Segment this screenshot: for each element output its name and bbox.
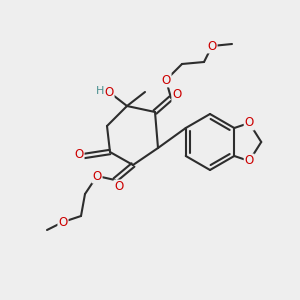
Text: H: H [96,86,104,96]
Text: O: O [244,116,254,130]
Text: O: O [244,154,254,167]
Text: O: O [74,148,84,161]
Text: O: O [114,181,124,194]
Text: O: O [92,169,102,182]
Text: O: O [161,74,171,86]
Text: O: O [207,40,217,52]
Text: O: O [58,215,68,229]
Text: O: O [104,85,114,98]
Text: O: O [172,88,182,101]
